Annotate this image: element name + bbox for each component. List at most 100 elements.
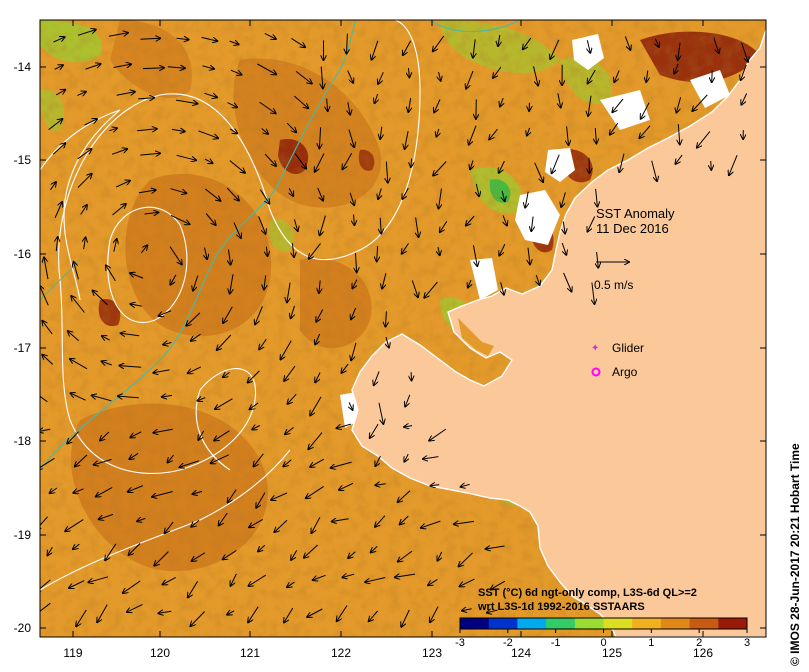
current-arrow <box>552 154 560 174</box>
current-arrow <box>711 160 712 170</box>
current-arrow <box>75 454 88 467</box>
current-arrow <box>316 309 324 322</box>
platform-legend: ✦ Glider Argo <box>591 341 644 379</box>
current-arrow <box>439 71 441 81</box>
current-arrow <box>472 245 477 266</box>
current-arrow <box>271 492 288 500</box>
current-arrow <box>180 460 199 467</box>
current-arrow <box>487 610 498 613</box>
current-arrow <box>68 331 80 342</box>
current-arrow <box>612 98 624 112</box>
current-arrow <box>130 273 144 279</box>
current-arrow <box>144 212 159 214</box>
colorbar-caption-line2: wrt L3S-1d 1992-2016 SSTAARS <box>477 601 645 613</box>
current-arrow <box>674 63 678 74</box>
no-data-patches <box>340 34 730 428</box>
current-arrow <box>123 580 141 593</box>
current-arrow <box>175 99 197 104</box>
lon-tick-label: 119 <box>63 646 82 660</box>
current-arrow <box>675 154 683 164</box>
current-arrow <box>52 143 65 155</box>
current-arrow <box>341 363 349 373</box>
current-arrow <box>129 543 141 555</box>
current-arrow <box>411 280 418 297</box>
current-arrow <box>550 39 560 59</box>
current-arrow <box>614 70 620 82</box>
current-arrow <box>162 395 173 397</box>
current-arrow <box>167 67 185 69</box>
current-arrow <box>74 262 79 280</box>
current-arrow <box>587 40 590 53</box>
current-arrow <box>386 161 387 183</box>
current-arrow <box>306 485 324 498</box>
colorbar-tick-label: 0 <box>600 637 606 649</box>
current-arrow <box>400 515 409 524</box>
current-arrow <box>624 36 630 50</box>
current-arrow <box>258 216 266 234</box>
current-arrow <box>229 249 231 265</box>
lat-tick-label: -19 <box>14 528 32 542</box>
current-arrow <box>48 119 63 130</box>
current-arrow <box>249 518 264 527</box>
current-arrow <box>152 491 173 497</box>
current-arrow <box>40 429 51 431</box>
current-arrow <box>254 453 264 467</box>
current-arrow <box>380 217 381 234</box>
current-arrow <box>73 544 80 549</box>
current-arrow <box>433 161 447 176</box>
current-arrow <box>395 574 416 577</box>
colorbar-caption-line1: SST (°C) 6d ngt-only comp, L3S-6d QL>=2 <box>478 587 697 599</box>
current-arrow <box>331 461 352 468</box>
current-arrow <box>676 97 682 112</box>
current-arrow <box>93 291 108 306</box>
map-title-line1: SST Anomaly <box>596 206 675 221</box>
current-arrow <box>233 222 241 238</box>
colorbar-ticks: -3 -2 -1 0 1 2 3 <box>455 629 750 649</box>
current-arrow <box>533 66 539 85</box>
current-arrow <box>56 237 57 252</box>
current-arrow <box>729 155 738 175</box>
current-arrow <box>401 609 410 627</box>
current-arrow <box>317 187 323 201</box>
current-arrow <box>332 519 349 522</box>
current-arrow <box>115 181 130 188</box>
current-arrow <box>77 174 92 188</box>
contour-cyan-3 <box>429 20 521 33</box>
current-arrow <box>349 402 352 410</box>
current-arrow <box>70 359 88 370</box>
current-arrow <box>229 41 239 44</box>
current-arrow <box>386 311 387 326</box>
current-arrow <box>259 101 276 113</box>
current-arrow <box>248 606 259 623</box>
current-arrow <box>69 580 85 588</box>
current-arrow <box>105 543 117 560</box>
contour-white-3 <box>59 279 257 475</box>
current-arrow <box>466 215 475 226</box>
current-arrow <box>285 427 294 434</box>
current-arrow <box>313 574 326 580</box>
current-arrow <box>204 159 213 163</box>
current-arrow <box>140 153 160 155</box>
current-arrow <box>287 581 295 587</box>
current-arrow <box>137 129 157 131</box>
current-arrow <box>462 609 472 611</box>
current-arrow <box>563 272 572 292</box>
longitude-axis: 119 120 121 122 123 124 125 126 <box>63 20 713 660</box>
current-arrow <box>304 544 318 558</box>
current-arrow <box>94 458 112 464</box>
current-arrow <box>351 307 357 319</box>
argo-marker-icon <box>591 367 601 377</box>
current-arrow <box>678 42 680 60</box>
current-arrow <box>741 42 748 62</box>
lon-tick-label: 126 <box>693 646 713 660</box>
current-arrow <box>73 489 84 493</box>
current-arrow <box>142 68 164 69</box>
current-arrow <box>205 213 216 226</box>
current-arrow <box>259 338 267 349</box>
current-arrow <box>217 334 232 350</box>
current-arrow <box>159 611 172 613</box>
current-arrow <box>198 430 205 440</box>
current-arrow <box>114 239 117 252</box>
current-arrow <box>77 149 92 160</box>
current-arrow <box>295 71 312 83</box>
